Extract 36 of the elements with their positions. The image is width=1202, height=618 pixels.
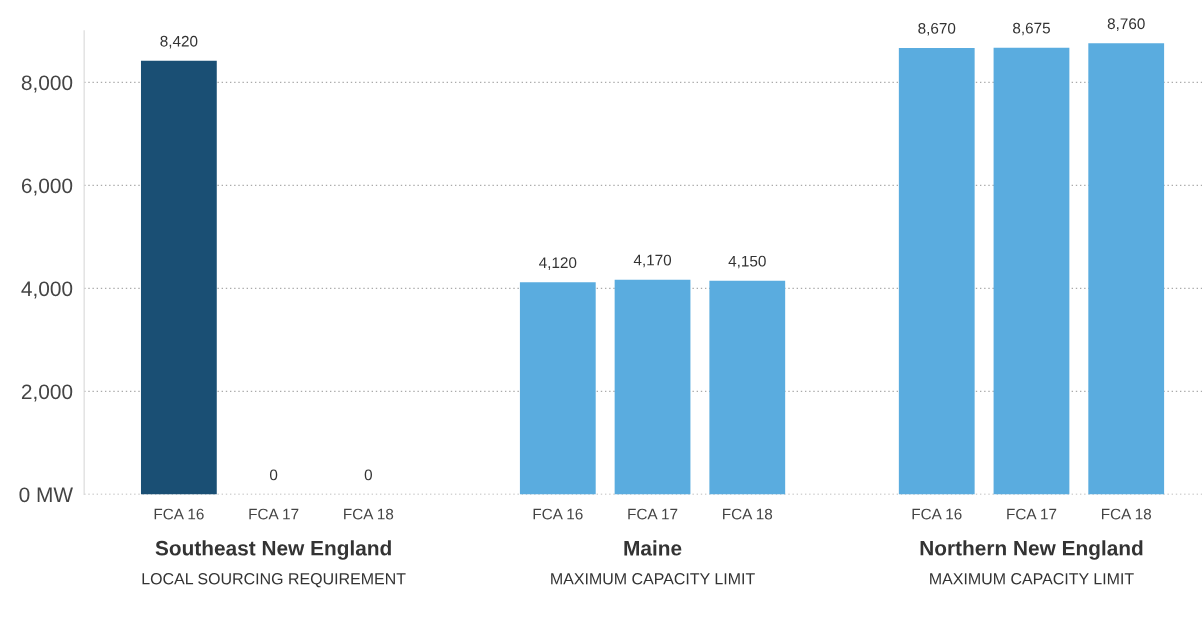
y-tick-label: 0 MW <box>19 487 73 503</box>
bar <box>709 280 786 495</box>
y-tick-label: 4,000 <box>21 281 73 299</box>
bar <box>1088 43 1165 495</box>
data-label: 0 <box>364 469 372 481</box>
y-tick-label: 6,000 <box>21 178 73 196</box>
x-tick-label: FCA 16 <box>533 508 583 520</box>
bar <box>140 60 217 495</box>
x-tick-label: FCA 17 <box>1007 508 1057 520</box>
x-tick-label: FCA 17 <box>628 508 678 520</box>
bar <box>519 282 596 495</box>
data-label: 4,170 <box>633 254 672 268</box>
y-tick-label: 8,000 <box>21 75 73 93</box>
data-label: 0 <box>269 469 278 481</box>
bar <box>614 279 691 495</box>
text: MAXIMUM CAPACITY LIMIT <box>551 573 755 585</box>
data-label: 8,760 <box>1107 18 1145 31</box>
x-tick-label: FCA 18 <box>723 508 773 520</box>
data-label: 4,120 <box>539 257 577 270</box>
text: Southeast New England <box>155 540 391 560</box>
data-label: 4,150 <box>728 255 766 269</box>
x-tick-label: FCA 16 <box>154 508 204 520</box>
x-tick-label: FCA 16 <box>912 508 962 520</box>
x-tick-label: FCA 18 <box>344 508 394 520</box>
text: MAXIMUM CAPACITY LIMIT <box>930 573 1134 585</box>
text: Northern New England <box>920 540 1143 560</box>
data-label: 8,420 <box>160 35 198 49</box>
bar <box>993 47 1070 495</box>
data-label: 8,670 <box>918 22 956 36</box>
x-tick-label: FCA 17 <box>249 508 299 520</box>
x-tick-label: FCA 18 <box>1101 508 1152 520</box>
text: Maine <box>624 540 682 556</box>
text: LOCAL SOURCING REQUIREMENT <box>142 573 406 588</box>
y-tick-label: 2,000 <box>21 384 73 402</box>
data-label: 8,675 <box>1013 22 1050 36</box>
bar <box>898 47 975 495</box>
